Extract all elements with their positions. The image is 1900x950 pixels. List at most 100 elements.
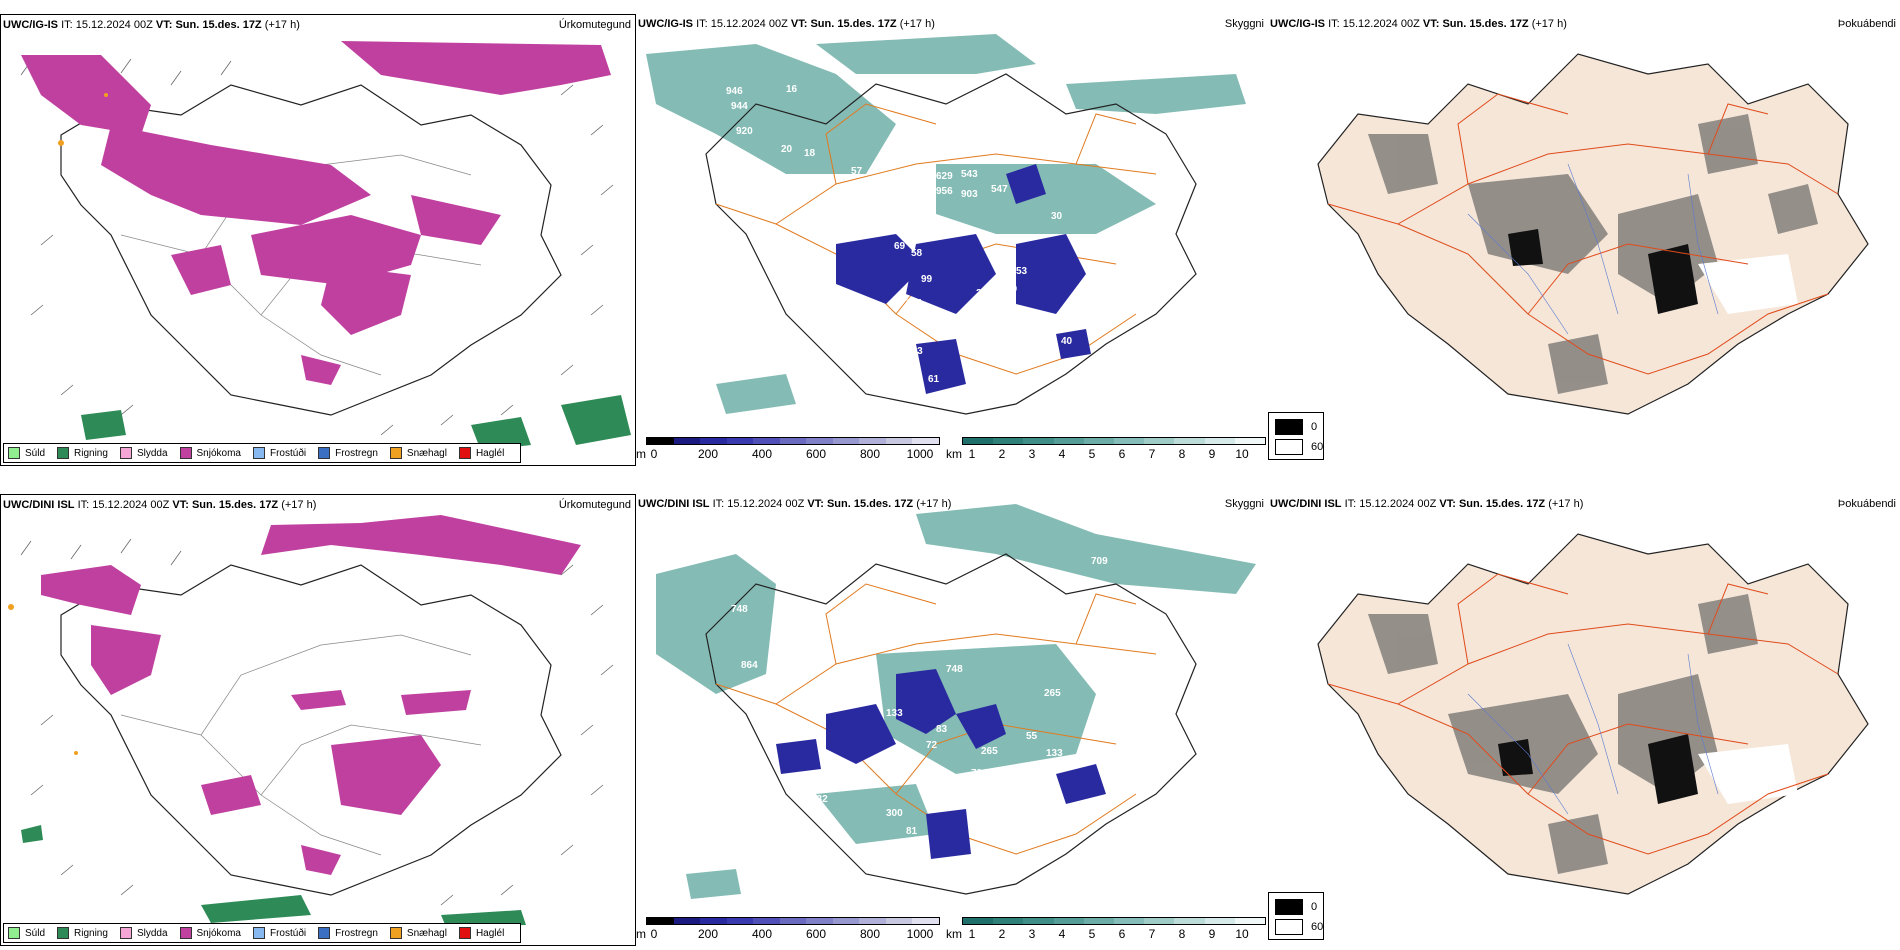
graupel-dots [8,604,78,755]
legend-swatch [8,927,20,939]
vis-label: 58 [911,248,923,259]
fog-panel-bottom: UWC/DINI ISL IT: 15.12.2024 00Z VT: Sun.… [1268,494,1900,946]
rain-areas [81,395,631,451]
vis-label: 903 [961,189,978,200]
precip-type-panel-top: UWC/IG-IS IT: 15.12.2024 00Z VT: Sun. 15… [0,14,636,466]
vis-label: 704 [971,768,988,779]
fog-map [1317,53,1869,415]
fog-legend-item: 0 [1275,899,1317,915]
fog-legend-swatch [1275,419,1303,435]
roads [120,634,482,856]
legend-item: Slydda [119,927,168,939]
colorbar-ticks: 1 2 3 4 5 6 7 8 9 10 [968,447,1249,461]
legend-swatch [318,447,331,459]
vis-label: 37 [851,304,863,315]
vis-label: 187 [1036,764,1053,775]
legend-swatch [458,927,471,939]
vis-label: 33 [806,306,818,317]
vis-label: 72 [926,740,938,751]
legend-item: Haglél [458,927,504,939]
legend-item: Slydda [119,447,168,459]
vis-label: 69 [894,241,906,252]
vis-label: 99 [921,274,933,285]
header-text: UWC/IG-IS IT: 15.12.2024 00Z VT: Sun. 15… [638,18,935,30]
legend-swatch [8,447,20,459]
fog-legend-item: 0 [1275,419,1317,435]
legend-item: Snæhagl [389,447,447,459]
precip-legend: Súld Rigning Slydda Snjókoma Frostúði Fr… [3,443,522,463]
precip-type-panel-bottom: UWC/DINI ISL IT: 15.12.2024 00Z VT: Sun.… [0,494,636,946]
low-cloud-base [836,164,1091,394]
legend-item: Frostregn [318,927,378,939]
fog-dark [1508,229,1698,314]
colorbar-unit: m [636,447,646,461]
vis-label: 198 [1011,788,1028,799]
fog-legend-item: 60 [1275,919,1323,935]
vis-label: 171 [926,308,943,319]
colorbar-strip [962,437,1266,445]
visibility-labels: 709 649 42 748 864 555 615 748 265 133 8… [731,556,1108,872]
legend-swatch [179,927,192,939]
vis-label: 83 [936,724,948,735]
vis-label: 615 [773,678,790,689]
iceland-outline [60,84,562,416]
iceland-outline [60,564,562,896]
legend-item: Frostúði [252,927,306,939]
snow-areas [41,515,581,875]
fog-legend-swatch [1275,439,1303,455]
legend-swatch [318,927,331,939]
colorbar-unit: m [636,927,646,941]
panel-title: Skyggni [1224,498,1264,510]
panel-title: Skyggni [1224,18,1264,30]
rain-areas [21,825,526,927]
vis-label: 265 [1044,688,1061,699]
visibility-panel-top: 946 944 920 16 20 18 31 57 920 629 543 9… [636,14,1268,466]
panel-title: Þokuábendi [1837,498,1896,510]
vis-label: 53 [1016,266,1028,277]
colorbar-ticks: 0 200 400 600 800 1000 [650,927,934,941]
low-cloud-base [776,669,1106,859]
cloud-base-colorbar-bottom: m 0 200 400 600 800 1000 [636,917,940,943]
vis-label: 136 [996,311,1013,322]
legend-swatch [57,447,70,459]
vis-label: 748 [946,664,963,675]
vis-label: 214 [976,288,993,299]
colorbar-strip [962,917,1266,925]
rivers-blue [1467,643,1719,815]
roads-red [1327,573,1839,855]
legend-swatch [119,927,132,939]
legend-swatch [119,447,132,459]
vis-label: 55 [1026,731,1038,742]
snow-areas [21,41,611,385]
legend-swatch [57,927,70,939]
fog-legend-swatch [1275,899,1303,915]
vis-label: 864 [741,660,758,671]
visibility-colorbar-bottom: km 1 2 3 4 5 6 7 8 9 10 [946,917,1266,943]
fog-clear [1698,744,1798,804]
vis-label: 946 [726,86,743,97]
vis-label: 16 [786,84,798,95]
visibility-panel-bottom: 709 649 42 748 864 555 615 748 265 133 8… [636,494,1268,946]
legend-item: Snjókoma [179,927,241,939]
fog-clear [1698,254,1798,314]
vis-label: 42 [1031,578,1043,589]
vis-label: 944 [731,101,748,112]
precip-map [20,41,631,451]
vis-label: 629 [936,171,953,182]
graupel-dots [58,93,108,146]
vis-label: 555 [753,678,770,689]
iceland-outline [705,73,1197,415]
cloud-fields [646,34,1246,414]
colorbar-strip [646,437,940,445]
vis-label: 30 [1051,211,1063,222]
vis-label: 344 [966,316,983,327]
vis-label: 57 [851,166,863,177]
fog-map [1317,533,1869,895]
vis-label: 81 [906,826,918,837]
vis-label: 956 [936,186,953,197]
vis-label: 265 [981,746,998,757]
legend-swatch [252,447,265,459]
wind-barbs [20,538,614,906]
vis-label: 61 [928,374,940,385]
header-text: UWC/IG-IS IT: 15.12.2024 00Z VT: Sun. 15… [3,19,300,31]
